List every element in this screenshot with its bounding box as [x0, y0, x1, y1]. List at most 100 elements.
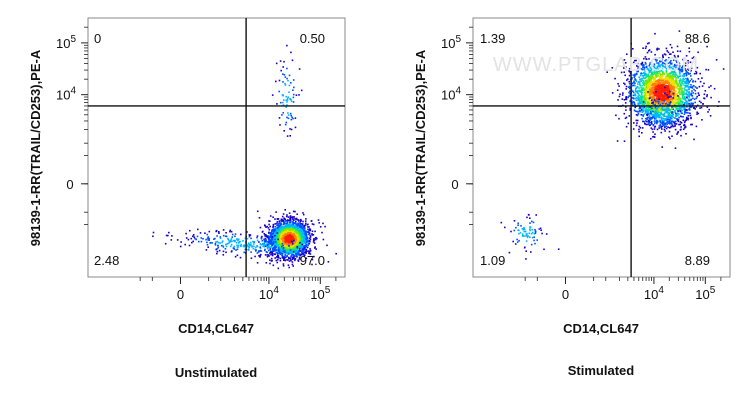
- event-dot: [643, 109, 645, 111]
- event-dot: [639, 95, 642, 98]
- event-dot: [335, 252, 337, 255]
- x-tick-exponent: 4: [273, 285, 279, 296]
- event-dot: [647, 107, 650, 109]
- event-dot: [297, 230, 300, 232]
- event-dot: [673, 65, 676, 68]
- event-dot: [689, 112, 691, 115]
- event-dot: [298, 220, 300, 222]
- event-dot: [648, 49, 651, 51]
- event-dot: [289, 243, 292, 246]
- event-dot: [288, 221, 291, 224]
- event-dot: [678, 113, 680, 115]
- event-dot: [641, 102, 643, 105]
- event-dot: [267, 246, 270, 249]
- event-dot: [287, 112, 289, 114]
- event-dot: [679, 78, 682, 80]
- event-dot: [649, 96, 651, 98]
- event-dot: [659, 82, 661, 84]
- event-dot: [205, 238, 207, 241]
- event-dot: [628, 95, 630, 97]
- event-dot: [307, 233, 310, 236]
- event-dot: [273, 232, 276, 235]
- event-dot: [665, 85, 667, 87]
- event-dot: [643, 120, 645, 123]
- event-dot: [675, 106, 678, 109]
- event-dot: [675, 77, 677, 80]
- event-dot: [661, 91, 663, 93]
- event-dot: [681, 79, 683, 81]
- event-dot: [635, 79, 637, 81]
- event-dot: [651, 75, 654, 78]
- event-dot: [663, 53, 666, 55]
- event-dot: [683, 91, 685, 93]
- event-dot: [635, 59, 637, 62]
- event-dot: [657, 111, 659, 114]
- event-dot: [653, 85, 656, 88]
- event-dot: [649, 83, 652, 86]
- event-dot: [295, 253, 297, 255]
- event-dot: [296, 246, 299, 249]
- event-dot: [287, 244, 290, 247]
- event-dots: [152, 44, 337, 270]
- event-dot: [668, 82, 671, 84]
- event-dot: [649, 103, 652, 105]
- event-dot: [294, 243, 296, 246]
- event-dot: [650, 63, 652, 65]
- event-dot: [647, 85, 649, 88]
- event-dot: [240, 243, 242, 246]
- event-dot: [283, 226, 285, 228]
- event-dot: [268, 235, 270, 238]
- event-dot: [670, 71, 672, 74]
- event-dot: [285, 220, 287, 222]
- event-dot: [670, 125, 673, 128]
- event-dot: [661, 78, 664, 80]
- event-dot: [301, 247, 303, 249]
- event-dot: [294, 259, 296, 262]
- event-dot: [309, 237, 311, 240]
- event-dot: [646, 79, 649, 82]
- event-dot: [640, 86, 642, 89]
- event-dot: [275, 246, 277, 249]
- event-dot: [249, 234, 252, 236]
- event-dot: [668, 65, 671, 67]
- event-dot: [282, 101, 284, 104]
- event-dot: [265, 226, 267, 228]
- event-dot: [679, 98, 682, 101]
- event-dot: [214, 242, 217, 245]
- event-dot: [668, 99, 671, 101]
- event-dot: [701, 119, 703, 121]
- event-dot: [276, 252, 279, 254]
- event-dot: [659, 66, 661, 68]
- event-dot: [250, 243, 252, 246]
- event-dot: [687, 95, 689, 97]
- event-dot: [268, 249, 270, 252]
- event-dot: [646, 101, 649, 104]
- event-dot: [650, 100, 652, 103]
- event-dot: [287, 79, 289, 82]
- event-dot: [179, 245, 182, 248]
- event-dot: [293, 252, 295, 254]
- event-dot: [307, 231, 309, 233]
- event-dot: [646, 42, 649, 45]
- event-dot: [292, 217, 294, 220]
- event-dot: [628, 74, 631, 77]
- event-dot: [240, 245, 242, 247]
- event-dot: [275, 62, 278, 65]
- event-dot: [653, 80, 656, 83]
- event-dot: [309, 228, 312, 231]
- event-dot: [273, 236, 276, 238]
- event-dot: [696, 113, 698, 115]
- event-dot: [297, 241, 299, 244]
- event-dot: [279, 237, 282, 240]
- event-dot: [256, 262, 259, 264]
- event-dot: [653, 101, 655, 103]
- event-dot: [284, 218, 286, 221]
- event-dot: [290, 259, 292, 262]
- event-dot: [222, 246, 225, 248]
- event-dot: [617, 83, 619, 85]
- event-dot: [285, 247, 288, 249]
- event-dot: [652, 97, 655, 100]
- event-dot: [632, 61, 635, 64]
- event-dot: [654, 115, 656, 117]
- event-dot: [168, 231, 170, 234]
